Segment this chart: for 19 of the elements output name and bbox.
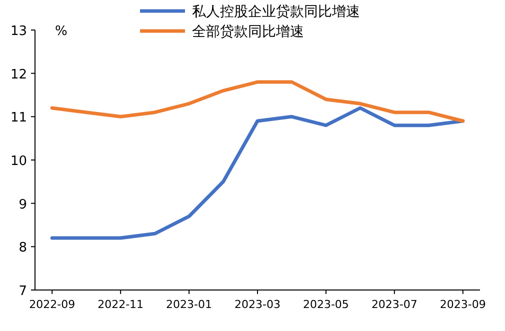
line-series xyxy=(50,80,465,123)
legend-label: 私人控股企业贷款同比增速 xyxy=(192,4,360,20)
x-tick-label: 2022-09 xyxy=(29,298,76,311)
line-series xyxy=(50,106,465,240)
y-tick-label: 8 xyxy=(18,240,27,256)
y-tick-label: 10 xyxy=(10,154,27,169)
x-tick-label: 2023-09 xyxy=(440,298,486,311)
y-tick-label: 7 xyxy=(18,284,27,299)
x-tick-label: 2022-11 xyxy=(98,298,144,311)
y-tick-label: 9 xyxy=(18,197,27,212)
y-axis-title: % xyxy=(55,24,68,39)
legend-label: 全部贷款同比增速 xyxy=(192,24,304,40)
y-tick-label: 12 xyxy=(10,67,27,82)
y-tick-label: 13 xyxy=(10,24,27,39)
x-tick-label: 2023-05 xyxy=(302,298,349,311)
x-tick-label: 2023-03 xyxy=(234,298,280,311)
x-tick-label: 2023-07 xyxy=(371,298,418,311)
y-tick-label: 11 xyxy=(10,110,27,126)
x-tick-label: 2023-01 xyxy=(166,298,212,311)
